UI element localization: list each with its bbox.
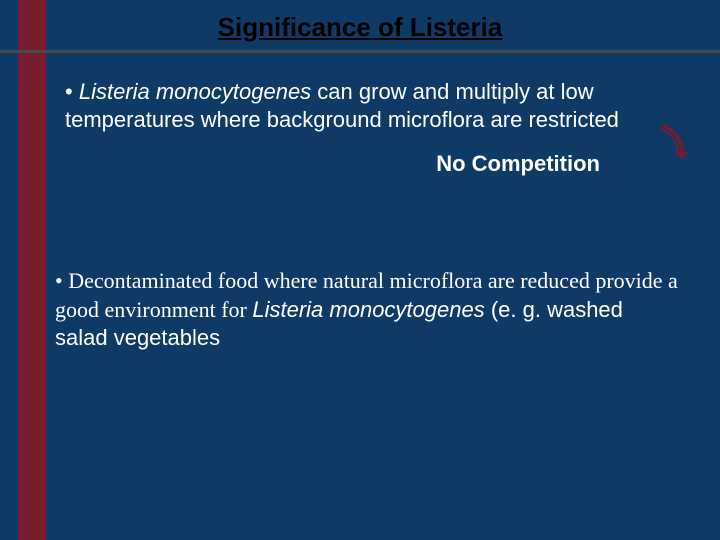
curved-arrow-icon: [650, 120, 690, 180]
bullet2-prefix: •: [55, 268, 68, 293]
species-name: Listeria monocytogenes: [79, 79, 311, 104]
title-area: Significance of Listeria: [0, 12, 720, 43]
slide: Significance of Listeria • Listeria mono…: [0, 0, 720, 540]
no-competition-label: No Competition: [65, 151, 680, 177]
bullet-point-2: • Decontaminated food where natural micr…: [55, 267, 680, 353]
bullet-point-1: • Listeria monocytogenes can grow and mu…: [65, 78, 680, 133]
slide-title: Significance of Listeria: [218, 12, 503, 43]
left-accent-bar: [18, 0, 46, 540]
content-area: • Listeria monocytogenes can grow and mu…: [65, 78, 680, 353]
horizontal-rule: [0, 50, 720, 53]
bullet-prefix: •: [65, 79, 79, 104]
species-name-2: Listeria monocytogenes: [252, 297, 484, 322]
